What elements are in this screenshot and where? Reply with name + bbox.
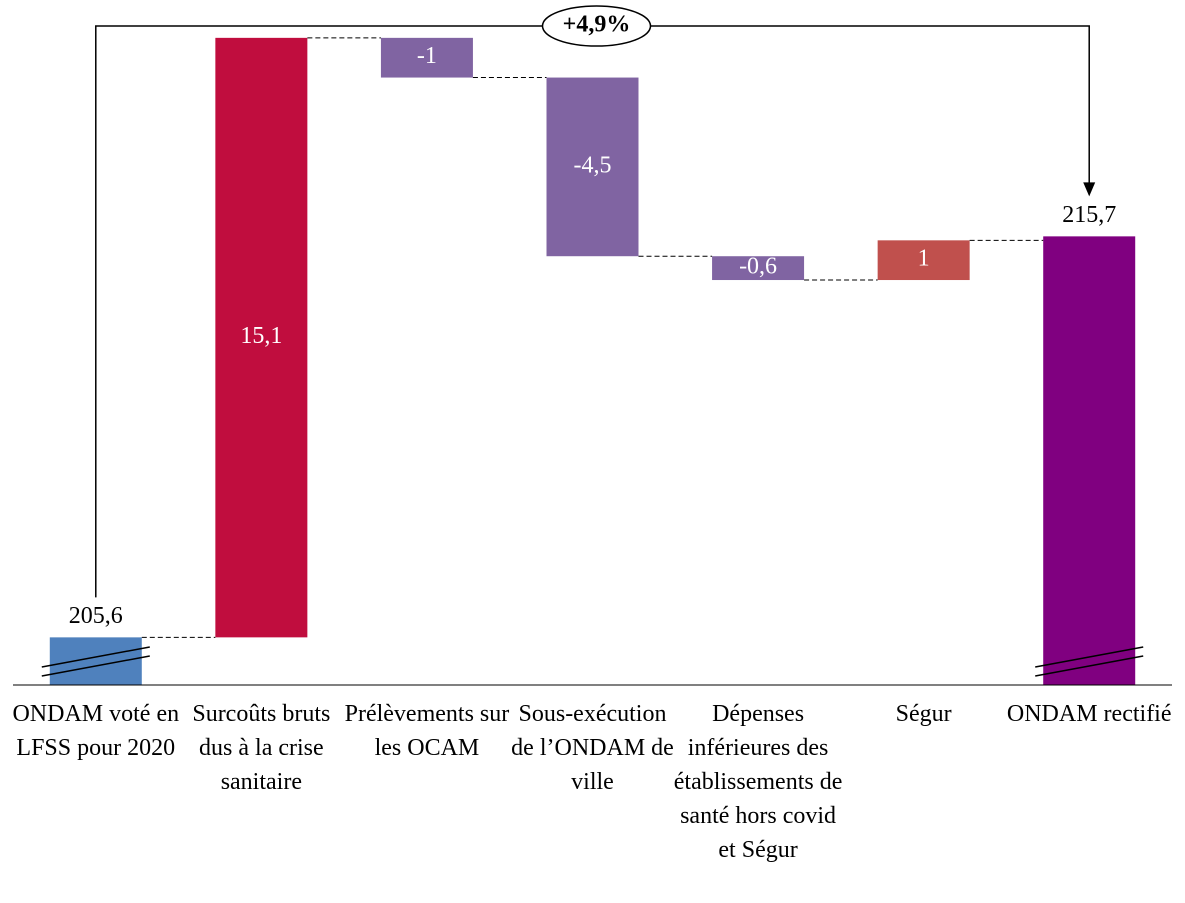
x-tick-label: Sous-exécution de l’ONDAM de ville [511, 701, 674, 795]
data-label: 205,6 [69, 603, 123, 629]
data-label: 1 [918, 246, 930, 272]
x-tick-label: Dépenses inférieures des établissements … [673, 701, 843, 863]
x-tick-label: Surcoûts bruts dus à la crise sanitaire [192, 701, 331, 795]
x-tick-label: ONDAM rectifié [1006, 701, 1172, 727]
bar [49, 637, 142, 685]
axis-break [41, 646, 150, 668]
axis-break [41, 655, 150, 677]
bar [546, 77, 639, 257]
arrow-head [1083, 182, 1096, 197]
data-label: 215,7 [1062, 202, 1116, 228]
axis-break [1035, 646, 1144, 668]
data-label: 15,1 [240, 323, 282, 349]
bar [380, 37, 473, 78]
data-label: -1 [417, 43, 437, 69]
x-tick-label: ONDAM voté en LFSS pour 2020 [12, 701, 180, 761]
axis-break [1035, 655, 1144, 677]
data-label: -0,6 [739, 254, 777, 280]
data-label: -4,5 [574, 152, 612, 178]
annotation: +4,9% [563, 12, 631, 38]
bar [712, 256, 805, 281]
x-tick-label: Prélèvements sur les OCAM [344, 701, 510, 761]
bar [877, 240, 970, 281]
bar [1043, 236, 1136, 685]
bar [215, 37, 308, 638]
annotation-bubble [541, 5, 652, 47]
x-tick-label: Ségur [895, 701, 952, 727]
